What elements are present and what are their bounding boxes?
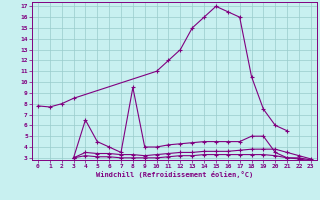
X-axis label: Windchill (Refroidissement éolien,°C): Windchill (Refroidissement éolien,°C): [96, 171, 253, 178]
